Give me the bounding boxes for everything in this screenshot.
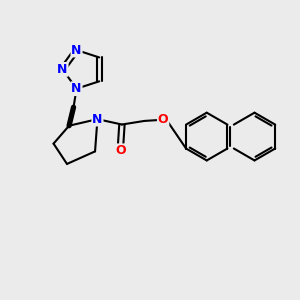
Text: O: O	[115, 144, 126, 157]
Text: N: N	[57, 63, 68, 76]
Text: O: O	[158, 113, 168, 126]
Text: N: N	[71, 82, 82, 95]
Text: N: N	[71, 44, 82, 57]
Text: N: N	[92, 112, 103, 126]
